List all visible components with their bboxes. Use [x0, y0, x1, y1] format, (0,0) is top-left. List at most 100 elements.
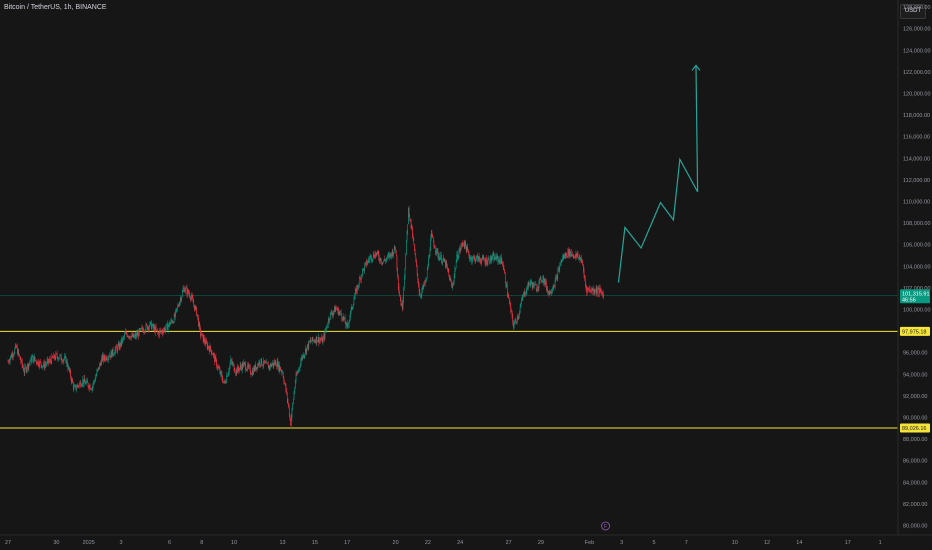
- candle-body: [252, 370, 254, 375]
- candle-body: [279, 366, 281, 371]
- candle-body: [212, 353, 213, 355]
- price-tick-label: 122,000.00: [903, 70, 931, 76]
- candle-body: [116, 347, 118, 352]
- candle-body: [169, 322, 170, 326]
- candle-body: [379, 258, 380, 261]
- candle-body: [398, 286, 400, 293]
- candle-body: [107, 359, 108, 360]
- candle-body: [349, 317, 351, 321]
- candle-body: [365, 261, 367, 263]
- candle-body: [358, 285, 359, 287]
- candle-body: [270, 363, 271, 368]
- candle-body: [42, 365, 44, 367]
- price-tick-label: 118,000.00: [903, 113, 930, 119]
- candle-body: [525, 292, 527, 294]
- candle-body: [397, 268, 398, 278]
- candle-body: [459, 248, 461, 251]
- candle-body: [280, 366, 281, 371]
- time-axis[interactable]: 27 30 2025 3 6 8 10 13 15 17 20 22 24 27 29 Feb 3 5 7 10 12 1…: [0, 534, 932, 546]
- candle-body: [316, 336, 318, 343]
- candle-body: [148, 326, 149, 330]
- candle-body: [52, 355, 53, 358]
- candle-body: [194, 306, 196, 310]
- price-tick-label: 108,000.00: [903, 221, 931, 227]
- candle-body: [248, 366, 250, 367]
- candle-body: [320, 339, 322, 341]
- candle-body: [570, 251, 571, 257]
- candle-body: [581, 257, 582, 262]
- price-tick-label: 88,000.00: [903, 437, 927, 443]
- candle-body: [534, 283, 536, 285]
- candle-body: [355, 288, 357, 292]
- candle-body: [266, 362, 268, 364]
- candle-body: [558, 268, 559, 271]
- candle-body: [418, 286, 420, 293]
- candle-body: [19, 354, 20, 357]
- candle-body: [486, 258, 487, 265]
- candle-body: [81, 384, 83, 386]
- candle-body: [455, 261, 457, 269]
- candle-body: [485, 258, 487, 264]
- candle-body: [515, 320, 517, 323]
- price-tick-label: 90,000.00: [903, 416, 927, 422]
- candle-body: [163, 328, 165, 331]
- candle-body: [160, 330, 162, 332]
- candle-body: [70, 377, 72, 382]
- candle-body: [23, 371, 25, 373]
- candle-body: [348, 320, 350, 325]
- date-tick-label: 24: [457, 540, 463, 546]
- candle-body: [54, 354, 55, 359]
- candle-body: [429, 250, 431, 257]
- candle-body: [15, 344, 16, 349]
- candle-body: [181, 291, 183, 297]
- candle-body: [439, 258, 441, 260]
- candle-body: [60, 354, 61, 356]
- candle-body: [139, 329, 141, 330]
- candle-body: [264, 362, 266, 363]
- candle-body: [454, 269, 456, 276]
- event-marker-icon: [601, 521, 610, 531]
- candle-body: [37, 360, 39, 366]
- candle-body: [331, 312, 332, 315]
- candle-body: [562, 255, 564, 258]
- candle-body: [199, 323, 201, 328]
- candle-body: [449, 278, 451, 281]
- candle-body: [442, 259, 444, 263]
- candle-body: [24, 366, 26, 373]
- candle-body: [110, 351, 112, 358]
- price-axis[interactable]: 128,000.00 126,000.00 124,000.00 122,000.00…: [897, 0, 931, 535]
- candle-body: [411, 227, 413, 228]
- candle-body: [85, 382, 87, 385]
- candle-body: [350, 306, 352, 312]
- candle-body: [200, 335, 202, 337]
- date-tick-label: 7: [685, 540, 688, 546]
- candle-body: [58, 358, 60, 360]
- candle-body: [157, 331, 159, 333]
- candle-body: [421, 290, 423, 296]
- candle-body: [553, 286, 555, 289]
- candle-body: [595, 291, 596, 293]
- candlesticks: [7, 205, 604, 429]
- candle-body: [451, 285, 453, 288]
- candle-body: [46, 360, 48, 365]
- candle-body: [120, 343, 121, 347]
- candle-body: [467, 246, 468, 251]
- candle-body: [49, 359, 51, 362]
- candle-body: [91, 387, 93, 390]
- candle-body: [224, 380, 225, 383]
- candle-body: [140, 328, 142, 329]
- candle-body: [312, 337, 314, 341]
- candle-body: [498, 258, 499, 262]
- candle-body: [27, 363, 29, 369]
- candle-body: [272, 363, 273, 365]
- candle-body: [437, 251, 439, 258]
- candle-body: [344, 317, 346, 324]
- candle-body: [16, 346, 18, 348]
- candle-body: [229, 366, 230, 372]
- currency-button[interactable]: USDT: [900, 4, 926, 19]
- candle-body: [120, 339, 122, 347]
- candle-body: [208, 346, 209, 349]
- candle-body: [576, 253, 577, 257]
- candle-body: [374, 257, 376, 258]
